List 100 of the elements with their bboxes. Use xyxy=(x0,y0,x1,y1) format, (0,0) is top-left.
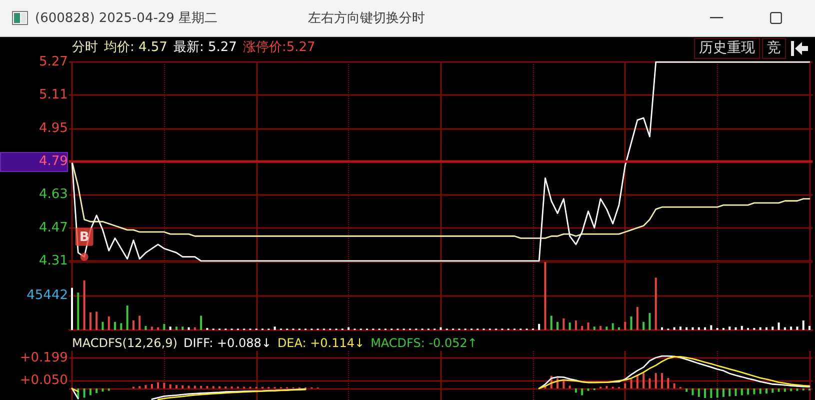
bar xyxy=(772,388,774,393)
bar xyxy=(574,320,577,330)
bar xyxy=(636,374,638,388)
bar xyxy=(765,327,768,330)
y-tick-label: 5.27 xyxy=(38,54,68,70)
bar xyxy=(765,388,768,394)
y-tick-label: 4.95 xyxy=(38,120,68,136)
bar xyxy=(630,379,632,388)
bar xyxy=(618,327,620,330)
bar xyxy=(747,388,750,395)
bar xyxy=(759,327,762,330)
bar xyxy=(194,386,196,388)
bar xyxy=(698,327,700,330)
bar xyxy=(77,292,80,330)
bar xyxy=(661,373,663,388)
bar xyxy=(562,318,565,330)
bar xyxy=(83,388,86,398)
bar xyxy=(740,326,743,330)
bar xyxy=(624,383,626,388)
bar xyxy=(686,388,688,392)
bar xyxy=(581,326,584,330)
bar xyxy=(692,327,694,330)
bar xyxy=(587,388,590,391)
bar xyxy=(630,316,632,330)
bar xyxy=(710,325,712,330)
y-tick-label: 4.79 xyxy=(38,154,68,169)
bar xyxy=(120,323,122,330)
bar xyxy=(612,323,614,330)
bar xyxy=(667,378,670,388)
y-tick-label: +0.199 xyxy=(20,350,68,366)
y-tick-label: +0.050 xyxy=(20,373,68,388)
line-series xyxy=(71,61,810,262)
chart-title: (600828) 2025-04-29 星期二 xyxy=(35,10,218,27)
bar xyxy=(89,312,92,330)
bar xyxy=(182,385,184,388)
bar xyxy=(144,385,147,388)
bar xyxy=(556,322,559,330)
bar xyxy=(89,388,92,396)
bar xyxy=(102,322,104,330)
bar xyxy=(593,326,596,330)
bar xyxy=(550,316,552,330)
text: 最新: 5.27 xyxy=(173,40,237,56)
bar xyxy=(642,373,645,388)
bar xyxy=(734,327,737,330)
bar xyxy=(772,326,774,330)
bar xyxy=(538,324,540,330)
bar xyxy=(587,322,590,330)
bar xyxy=(144,326,147,330)
bar xyxy=(163,382,166,388)
bar xyxy=(728,326,731,330)
bar xyxy=(740,388,743,396)
bar xyxy=(673,327,676,330)
bar xyxy=(108,388,110,391)
text: MACDFS: -0.052↑ xyxy=(370,335,478,351)
bar xyxy=(606,386,608,388)
bar xyxy=(710,388,712,398)
bar xyxy=(679,326,682,330)
bar xyxy=(784,388,786,392)
bar xyxy=(188,327,190,330)
bar xyxy=(796,326,798,330)
bar xyxy=(790,388,792,392)
y-tick-label: 4.63 xyxy=(38,187,68,202)
bar xyxy=(175,385,178,388)
bar xyxy=(169,384,172,388)
bar xyxy=(348,327,350,330)
text: DEA: +0.114↓ xyxy=(277,335,365,351)
bar xyxy=(796,388,798,391)
bar xyxy=(108,316,110,330)
bar xyxy=(716,388,718,398)
bar xyxy=(661,327,663,330)
bar xyxy=(188,386,190,388)
bar xyxy=(722,388,724,397)
bar xyxy=(71,288,73,330)
button: 竞 xyxy=(762,38,786,59)
bar xyxy=(544,262,546,330)
bar xyxy=(96,312,98,330)
chart-subtitle: 左右方向键切换分时 xyxy=(308,10,425,27)
bar xyxy=(648,313,651,330)
bar xyxy=(704,327,706,330)
bar xyxy=(734,388,737,396)
bar xyxy=(568,386,571,388)
bar xyxy=(157,382,160,388)
text: 涨停价:5.27 xyxy=(242,40,316,56)
bar xyxy=(790,326,792,330)
bar xyxy=(274,326,276,330)
bar xyxy=(654,373,657,388)
bar xyxy=(759,388,762,394)
bar xyxy=(802,320,804,330)
bar xyxy=(673,383,676,388)
bar xyxy=(784,327,786,330)
bar xyxy=(138,316,141,330)
bar xyxy=(778,388,780,392)
bar xyxy=(157,327,160,330)
legend-title: MACDFS(12,26,9) xyxy=(72,335,178,351)
y-tick-label: 4.31 xyxy=(38,254,68,268)
bar xyxy=(600,326,602,330)
y-tick-label: 4.47 xyxy=(38,220,68,236)
bar xyxy=(150,326,153,330)
bar xyxy=(182,326,184,330)
bar xyxy=(163,324,166,330)
